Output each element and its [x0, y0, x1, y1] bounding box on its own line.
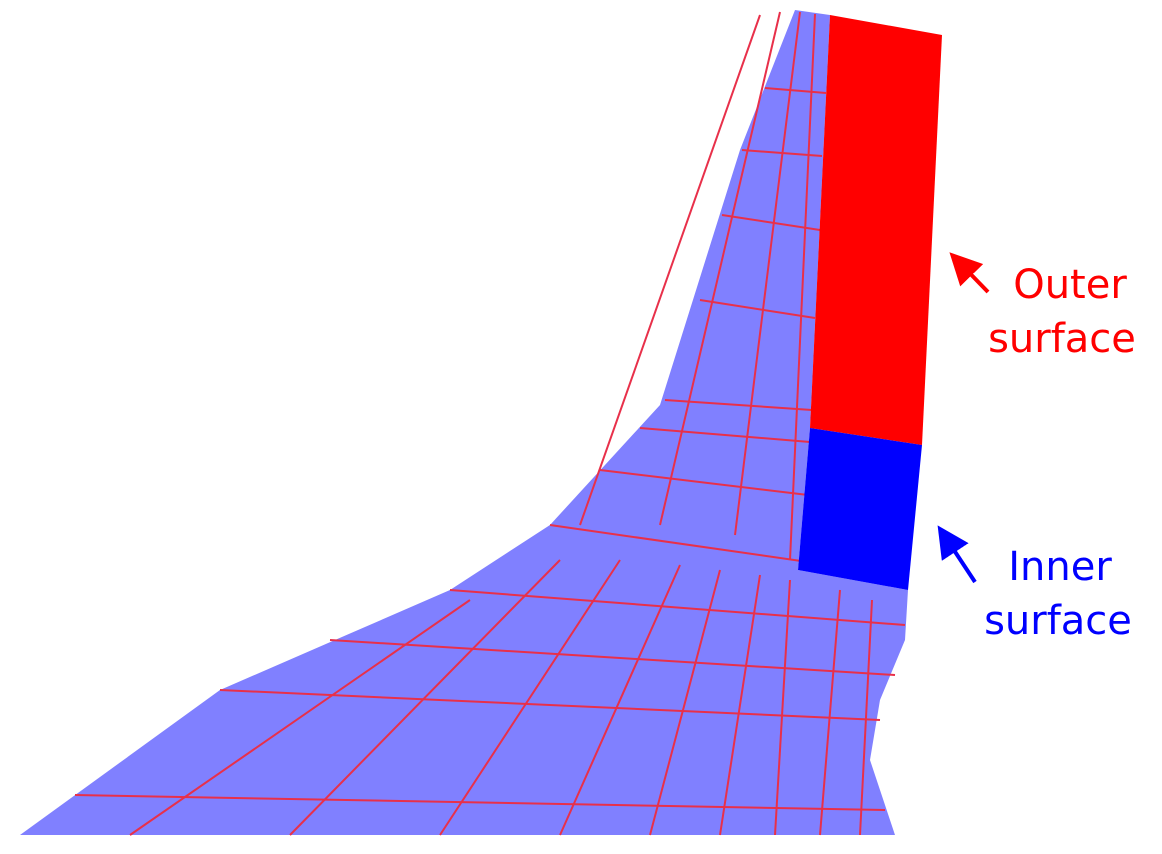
mesh-line [599, 469, 809, 496]
inner-arrow [937, 525, 977, 584]
outer-arrow [949, 252, 990, 294]
mesh-grid [74, 11, 906, 836]
mesh-line [721, 214, 821, 231]
mesh-line [329, 639, 896, 676]
inner-surface-face [798, 428, 922, 590]
inner-label: Inner [1008, 544, 1112, 590]
mesh-line [659, 11, 781, 526]
mesh-line [439, 559, 621, 836]
mesh-line [734, 11, 801, 536]
mesh-line [774, 579, 791, 836]
mesh-line [549, 524, 809, 563]
outer-label: surface [988, 316, 1136, 362]
mesh-line [74, 794, 886, 811]
mesh-line [639, 427, 811, 443]
mesh-line [129, 599, 471, 836]
mesh-surface [20, 10, 908, 835]
mesh-line [289, 559, 561, 836]
mesh-line [789, 13, 816, 561]
mesh-line [764, 87, 827, 94]
mesh-line [579, 14, 761, 526]
outer-label: Outer [1013, 262, 1127, 308]
outer-surface-face [810, 15, 942, 445]
mesh-line [559, 564, 681, 836]
mesh-line [699, 299, 816, 319]
mesh-line [649, 569, 721, 836]
inner-label: surface [984, 598, 1132, 644]
mesh-line [819, 589, 841, 836]
mesh-line [219, 689, 881, 721]
mesh-line [859, 599, 873, 836]
mesh-line [719, 574, 761, 836]
